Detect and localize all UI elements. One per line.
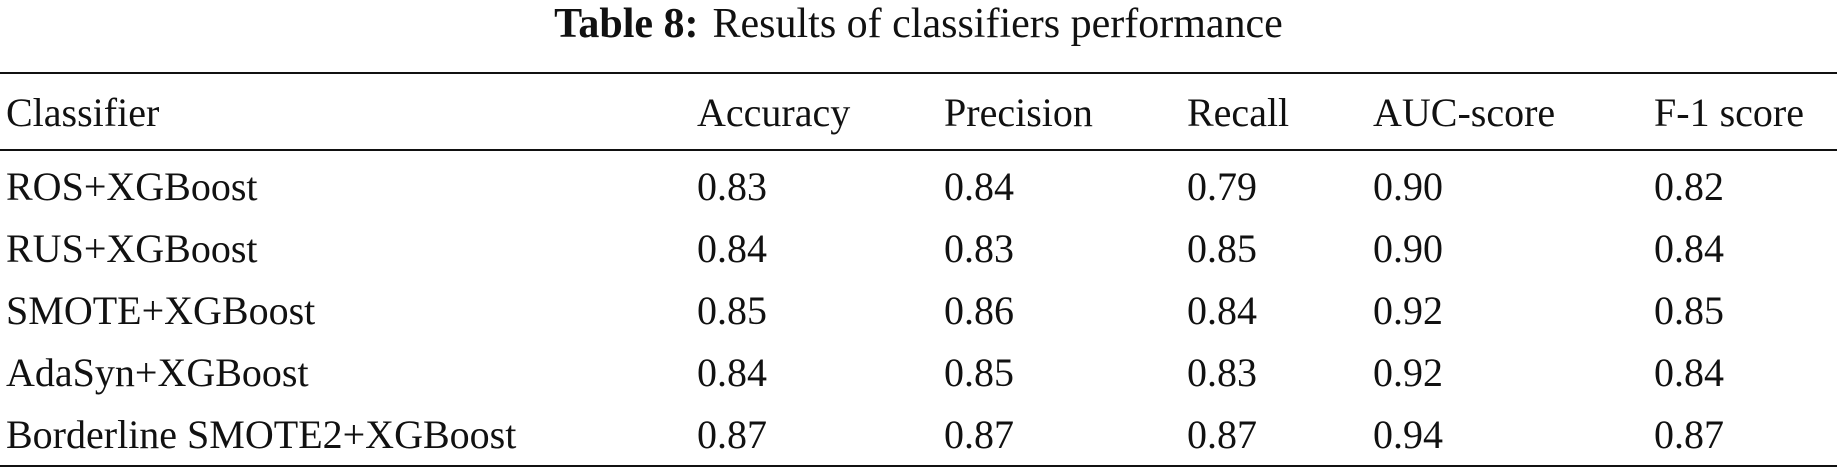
caption-label: Table 8: (554, 1, 699, 47)
row-label: SMOTE+XGBoost (6, 288, 316, 333)
table-cell: 0.85 (944, 350, 1014, 395)
table-cell: 0.90 (1373, 164, 1443, 209)
table-caption: Table 8: Results of classifiers performan… (0, 0, 1837, 48)
table-cell: 0.90 (1373, 226, 1443, 271)
header-cell: Precision (944, 90, 1093, 135)
row-label: Borderline SMOTE2+XGBoost (6, 412, 517, 457)
header-rule (0, 149, 1837, 151)
header-cell: AUC-score (1373, 90, 1556, 135)
table-cell: 0.92 (1373, 350, 1443, 395)
table-cell: 0.87 (697, 412, 767, 457)
table-cell: 0.84 (1187, 288, 1257, 333)
header-cell: F-1 score (1654, 90, 1804, 135)
table-cell: 0.85 (697, 288, 767, 333)
table-cell: 0.84 (944, 164, 1014, 209)
header-cell: Accuracy (697, 90, 851, 135)
table-cell: 0.84 (1654, 226, 1724, 271)
table-cell: 0.84 (1654, 350, 1724, 395)
table-cell: 0.92 (1373, 288, 1443, 333)
table-cell: 0.87 (944, 412, 1014, 457)
bottom-rule (0, 465, 1837, 467)
table-cell: 0.82 (1654, 164, 1724, 209)
header-cell: Recall (1187, 90, 1290, 135)
row-label: ROS+XGBoost (6, 164, 258, 209)
table-cell: 0.94 (1373, 412, 1443, 457)
row-label: RUS+XGBoost (6, 226, 258, 271)
table-cell: 0.87 (1187, 412, 1257, 457)
table-cell: 0.85 (1654, 288, 1724, 333)
table-cell: 0.79 (1187, 164, 1257, 209)
table-cell: 0.87 (1654, 412, 1724, 457)
table-cell: 0.85 (1187, 226, 1257, 271)
table-cell: 0.86 (944, 288, 1014, 333)
caption-text: Results of classifiers performance (712, 1, 1283, 47)
table-cell: 0.83 (944, 226, 1014, 271)
header-cell: Classifier (6, 90, 160, 135)
table-cell: 0.84 (697, 350, 767, 395)
table-cell: 0.83 (1187, 350, 1257, 395)
top-rule (0, 72, 1837, 74)
row-label: AdaSyn+XGBoost (6, 350, 309, 395)
table-cell: 0.83 (697, 164, 767, 209)
table-cell: 0.84 (697, 226, 767, 271)
